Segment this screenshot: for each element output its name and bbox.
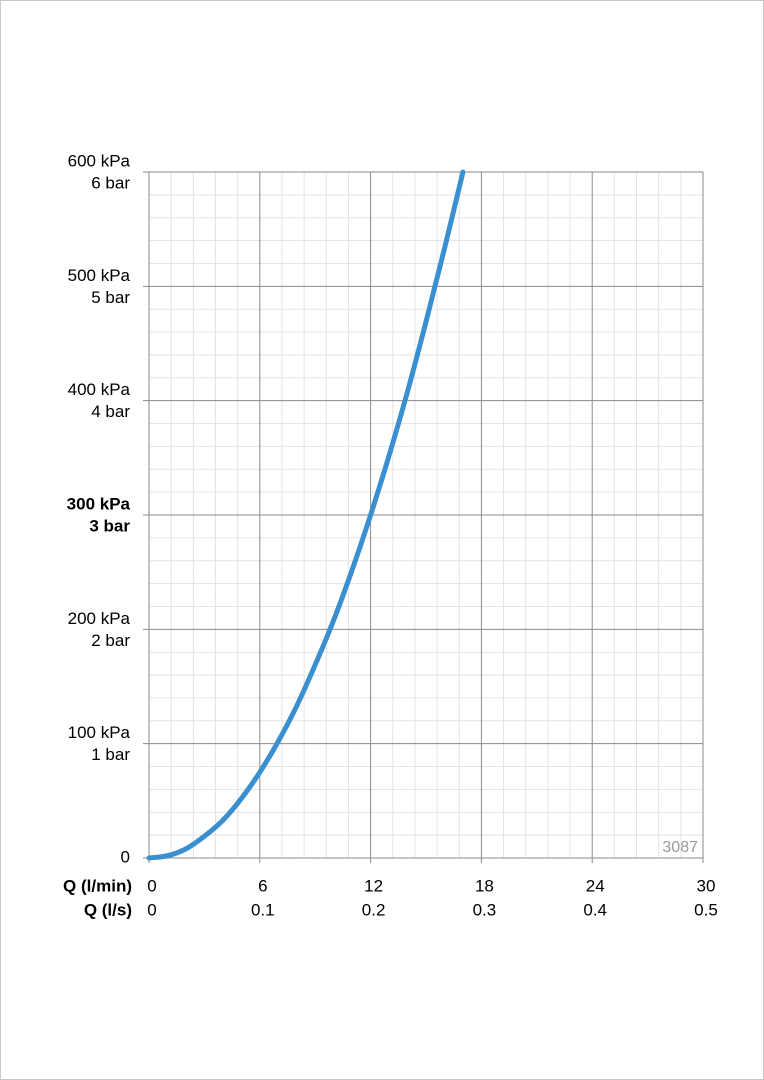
x-tick-label: 12 xyxy=(364,876,383,895)
y-tick-label: 300 kPa xyxy=(67,494,131,513)
y-tick-label: 200 kPa xyxy=(68,609,131,628)
y-tick-label: 400 kPa xyxy=(68,380,131,399)
y-tick-label: 3 bar xyxy=(89,516,130,535)
x2-axis-label: Q (l/s) xyxy=(84,900,132,919)
x-tick-label: 18 xyxy=(475,876,494,895)
watermark: 3087 xyxy=(662,839,698,856)
y-tick-label: 0 xyxy=(121,847,130,866)
x-tick-label: 30 xyxy=(697,876,716,895)
y-tick-label: 600 kPa xyxy=(68,151,131,170)
y-tick-label: 6 bar xyxy=(91,173,130,192)
y-tick-label: 100 kPa xyxy=(68,723,131,742)
x-tick-label: 0 xyxy=(147,876,156,895)
x2-tick-label: 0.1 xyxy=(251,900,275,919)
x2-tick-label: 0.2 xyxy=(362,900,386,919)
x2-tick-label: 0 xyxy=(147,900,156,919)
x2-tick-label: 0.5 xyxy=(694,900,718,919)
y-tick-label: 500 kPa xyxy=(68,266,131,285)
y-tick-label: 1 bar xyxy=(91,745,130,764)
x2-tick-label: 0.3 xyxy=(473,900,497,919)
y-tick-label: 4 bar xyxy=(91,402,130,421)
y-tick-label: 5 bar xyxy=(91,288,130,307)
y-tick-label: 2 bar xyxy=(91,631,130,650)
data-line xyxy=(146,169,466,861)
x-tick-label: 24 xyxy=(586,876,605,895)
x-axis-label: Q (l/min) xyxy=(63,876,132,895)
x-tick-label: 6 xyxy=(258,876,267,895)
x2-tick-label: 0.4 xyxy=(583,900,607,919)
